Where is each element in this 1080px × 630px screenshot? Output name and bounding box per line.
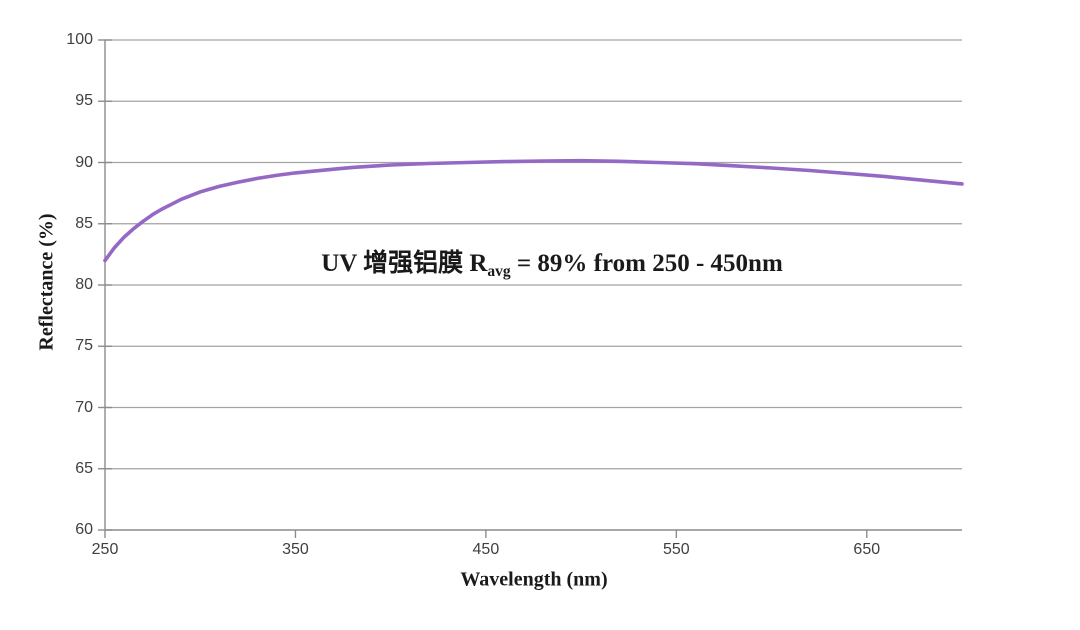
x-tick-label-250: 250	[91, 541, 119, 558]
x-axis-title: Wavelength (nm)	[460, 568, 608, 591]
y-tick-label-75: 75	[75, 337, 93, 355]
annotation-prefix: UV 增强铝膜 R	[321, 250, 488, 277]
chart-annotation: UV 增强铝膜 Ravg = 89% from 250 - 450nm	[321, 243, 783, 281]
y-tick-label-100: 100	[66, 31, 93, 48]
y-tick-label-60: 60	[75, 521, 93, 538]
x-tick-label-450: 450	[472, 541, 500, 558]
y-axis-title: Reflectance (%)	[35, 213, 58, 351]
x-tick-label-650: 650	[853, 541, 881, 558]
annotation-suffix: = 89% from 250 - 450nm	[510, 250, 783, 277]
y-tick-label-65: 65	[75, 459, 93, 477]
y-tick-label-70: 70	[75, 398, 93, 416]
annotation-subscript: avg	[487, 263, 511, 281]
y-tick-label-85: 85	[75, 214, 93, 232]
y-tick-label-80: 80	[75, 276, 93, 293]
y-tick-label-95: 95	[75, 92, 93, 110]
x-tick-label-350: 350	[282, 541, 309, 558]
y-tick-label-90: 90	[75, 153, 93, 171]
series-line-0	[103, 158, 964, 263]
x-tick-label-550: 550	[662, 541, 690, 558]
